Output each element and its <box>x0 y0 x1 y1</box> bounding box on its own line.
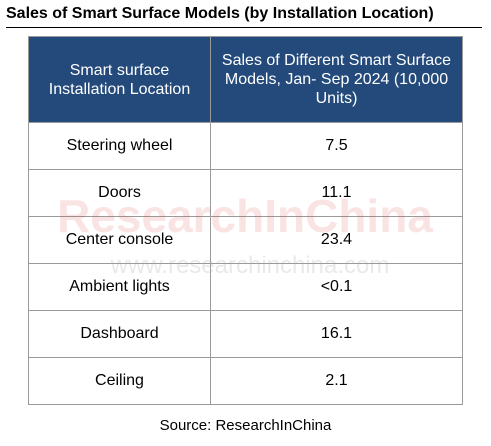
header-sales: Sales of Different Smart Surface Models,… <box>210 36 463 123</box>
sales-cell: 16.1 <box>210 310 463 358</box>
location-cell: Steering wheel <box>28 122 211 170</box>
location-cell: Dashboard <box>28 310 211 358</box>
table-header-row: Smart surface Installation Location Sale… <box>28 36 463 123</box>
sales-cell: 11.1 <box>210 169 463 217</box>
sales-cell: 2.1 <box>210 357 463 405</box>
table-row: Center console 23.4 <box>28 216 463 264</box>
table-row: Dashboard 16.1 <box>28 310 463 358</box>
location-cell: Ambient lights <box>28 263 211 311</box>
header-installation-location: Smart surface Installation Location <box>28 36 211 123</box>
sales-cell: 23.4 <box>210 216 463 264</box>
location-cell: Doors <box>28 169 211 217</box>
location-cell: Center console <box>28 216 211 264</box>
table-row: Steering wheel 7.5 <box>28 122 463 170</box>
table-row: Ambient lights <0.1 <box>28 263 463 311</box>
sales-cell: 7.5 <box>210 122 463 170</box>
chart-title: Sales of Smart Surface Models (by Instal… <box>6 5 434 22</box>
location-cell: Ceiling <box>28 357 211 405</box>
sales-cell: <0.1 <box>210 263 463 311</box>
table-row: Doors 11.1 <box>28 169 463 217</box>
sales-table: Smart surface Installation Location Sale… <box>28 36 463 405</box>
source-note: Source: ResearchInChina <box>159 417 332 434</box>
table-row: Ceiling 2.1 <box>28 357 463 405</box>
title-underline <box>6 27 482 28</box>
